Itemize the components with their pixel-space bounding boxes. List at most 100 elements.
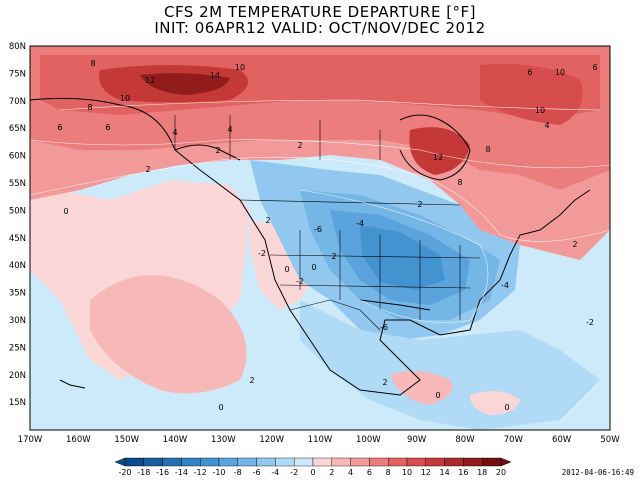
lon-tick-label: 100W xyxy=(356,435,381,445)
map-field xyxy=(30,46,610,430)
colorbar-labels: -20 -18 -16 -14 -12 -10 -8 -6 -4 -2 0 2 4 6 8 10 12 14 16 1… xyxy=(118,468,506,477)
contour-label: 6 xyxy=(527,68,532,77)
colorbar-label: 8 xyxy=(386,468,391,477)
lat-tick-label: 55N xyxy=(9,179,26,189)
contour-label: 0 xyxy=(504,403,509,412)
lat-tick-label: 40N xyxy=(9,261,26,271)
lon-tick-label: 90W xyxy=(407,435,427,445)
contour-label: 8 xyxy=(90,59,95,68)
field-caribbean-warm xyxy=(390,371,453,405)
contour-label: 0 xyxy=(218,403,223,412)
lon-tick-label: 160W xyxy=(66,435,91,445)
contour-label: 2 xyxy=(331,252,336,261)
contour-label: 2 xyxy=(572,240,577,249)
chart-title-line2: INIT: 06APR12 VALID: OCT/NOV/DEC 2012 xyxy=(154,19,486,37)
colorbar-swatch xyxy=(294,457,314,467)
colorbar-label: 0 xyxy=(310,468,315,477)
colorbar-label: 4 xyxy=(348,468,353,477)
contour-label: 6 xyxy=(105,123,110,132)
lat-tick-label: 65N xyxy=(9,124,26,134)
colorbar-swatch xyxy=(350,457,370,467)
field-gulf-cool xyxy=(300,300,600,430)
contour-label: 2 xyxy=(297,141,302,150)
colorbar-label: -8 xyxy=(234,468,242,477)
colorbar-label: 18 xyxy=(477,468,487,477)
colorbar-label: 2 xyxy=(329,468,334,477)
field-alaska-peak xyxy=(140,73,230,95)
contour-label: 4 xyxy=(544,121,549,130)
contour-label: 6 xyxy=(592,63,597,72)
contour-label: -4 xyxy=(356,219,364,228)
contour-label: 0 xyxy=(284,265,289,274)
colorbar-left-arrow xyxy=(114,457,126,467)
lon-tick-label: 140W xyxy=(163,435,188,445)
lon-tick-label: 170W xyxy=(18,435,43,445)
contour-lines xyxy=(30,99,610,323)
contour-label: -4 xyxy=(501,281,509,290)
coastlines xyxy=(30,97,591,396)
contour-label: 0 xyxy=(311,263,316,272)
colorbar-swatch xyxy=(406,457,426,467)
contour-label: 2 xyxy=(145,165,150,174)
colorbar-swatch xyxy=(388,457,408,467)
contour-label: 12 xyxy=(145,76,155,85)
contour-label: 14 xyxy=(210,71,220,80)
colorbar-swatch xyxy=(181,457,201,467)
colorbar-swatch xyxy=(218,457,238,467)
contour-label: -2 xyxy=(586,318,594,327)
colorbar-swatch xyxy=(331,457,351,467)
contour-label: 8 xyxy=(457,178,462,187)
borders xyxy=(174,115,481,331)
contour-label: 2 xyxy=(265,216,270,225)
contour-label: -2 xyxy=(296,277,304,286)
contour-label: 10 xyxy=(235,63,245,72)
contour-label: 0 xyxy=(63,207,68,216)
lat-tick-label: 75N xyxy=(9,69,26,79)
colorbar-swatch xyxy=(482,457,502,467)
lat-tick-label: 30N xyxy=(9,316,26,326)
lat-tick-label: 50N xyxy=(9,206,26,216)
colorbar-swatch xyxy=(256,457,276,467)
contour-label: 6 xyxy=(57,123,62,132)
lat-tick-label: 45N xyxy=(9,234,26,244)
contour-label: -6 xyxy=(380,323,388,332)
field-greenland-warm xyxy=(480,64,583,125)
timestamp: 2012-04-06-16:49 xyxy=(561,468,634,477)
colorbar-label: -12 xyxy=(194,468,207,477)
field-pacific-warm-2 xyxy=(90,275,247,394)
contour-value-labels: 8 12 10 14 10 8 6 4 2 6 4 2 2 0 -2 -6 -4 2 0 2 0 -2 -6 -4 -2 2 0 0 2… xyxy=(57,59,597,412)
contour-label: 2 xyxy=(417,200,422,209)
contour-label: 2 xyxy=(382,378,387,387)
colorbar-swatch xyxy=(199,457,220,467)
colorbar-label: 6 xyxy=(367,468,372,477)
lat-tick-label: 25N xyxy=(9,343,26,353)
colorbar-label: -2 xyxy=(290,468,298,477)
map-frame xyxy=(29,45,611,431)
contour-label: -6 xyxy=(314,225,322,234)
colorbar-label: -20 xyxy=(118,468,131,477)
colorbar-label: -16 xyxy=(156,468,169,477)
colorbar-swatches xyxy=(114,457,512,467)
contour-label: 0 xyxy=(435,391,440,400)
lat-tick-label: 15N xyxy=(9,398,26,408)
contour-label: 12 xyxy=(433,153,443,162)
lon-tick-label: 60W xyxy=(552,435,572,445)
contour-label: 10 xyxy=(555,68,565,77)
colorbar-label: 20 xyxy=(496,468,506,477)
lat-tick-label: 60N xyxy=(9,152,26,162)
colorbar-swatch xyxy=(275,457,295,467)
colorbar-swatch xyxy=(369,457,389,467)
colorbar-label: -4 xyxy=(271,468,279,477)
contour-label: 2 xyxy=(249,376,254,385)
colorbar-swatch xyxy=(425,457,445,467)
lon-tick-label: 120W xyxy=(259,435,284,445)
lon-tick-label: 130W xyxy=(211,435,236,445)
lat-tick-label: 80N xyxy=(9,42,26,52)
colorbar-swatch xyxy=(124,457,144,467)
chart-title-line1: CFS 2M TEMPERATURE DEPARTURE [°F] xyxy=(163,3,477,21)
contour-label: 8 xyxy=(87,103,92,112)
latitude-axis: 80N 75N 70N 65N 60N 55N 50N 45N 40N 35N 30N 25N 20N 1… xyxy=(9,42,26,408)
colorbar-label: 12 xyxy=(421,468,431,477)
colorbar-swatch xyxy=(162,457,182,467)
